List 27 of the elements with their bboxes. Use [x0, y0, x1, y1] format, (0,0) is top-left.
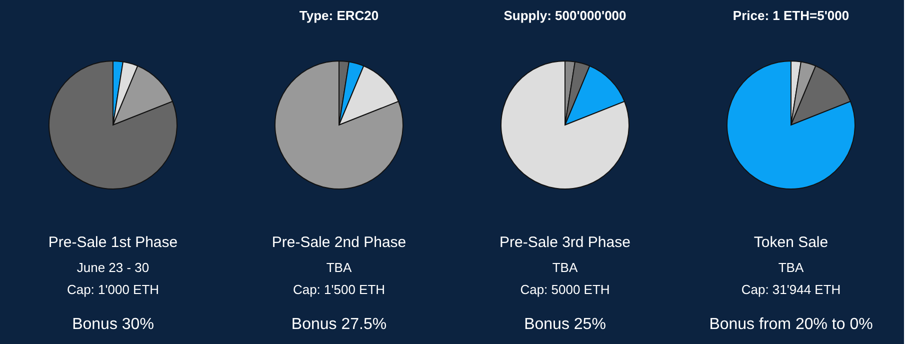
text: Token Sale: [754, 234, 828, 251]
text: Pre-Sale 1st Phase: [48, 234, 178, 251]
text: Bonus 30%: [72, 316, 154, 333]
pie-slice: [790, 65, 852, 126]
pie-slice: [564, 65, 626, 126]
text: Bonus 25%: [524, 316, 606, 333]
text: June 23 - 30: [76, 260, 150, 275]
pie-slice: [338, 65, 400, 126]
chart-subtitle: Type: ERC20: [299, 8, 379, 23]
chart-subtitle: Price: 1 ETH=5'000: [732, 8, 850, 23]
text: TBA: [326, 260, 352, 275]
text: Pre-Sale 2nd Phase: [272, 234, 406, 251]
pie-slice: [500, 60, 630, 190]
text: Pre-Sale 3rd Phase: [500, 234, 630, 251]
text: Bonus from 20% to 0%: [709, 316, 873, 333]
text: Bonus 27.5%: [291, 316, 387, 333]
text: Cap: 31'944 ETH: [741, 282, 841, 297]
text: Cap: 1'500 ETH: [292, 282, 386, 297]
text: TBA: [778, 260, 804, 275]
chart-subtitle: Supply: 500'000'000: [504, 8, 626, 23]
text: TBA: [552, 260, 578, 275]
pie-slice: [112, 65, 174, 126]
pie-slice: [48, 60, 178, 190]
text: Cap: 1'000 ETH: [66, 282, 160, 297]
pie-slice: [726, 60, 856, 190]
pie-slice: [274, 60, 404, 190]
text: Cap: 5000 ETH: [520, 282, 610, 297]
